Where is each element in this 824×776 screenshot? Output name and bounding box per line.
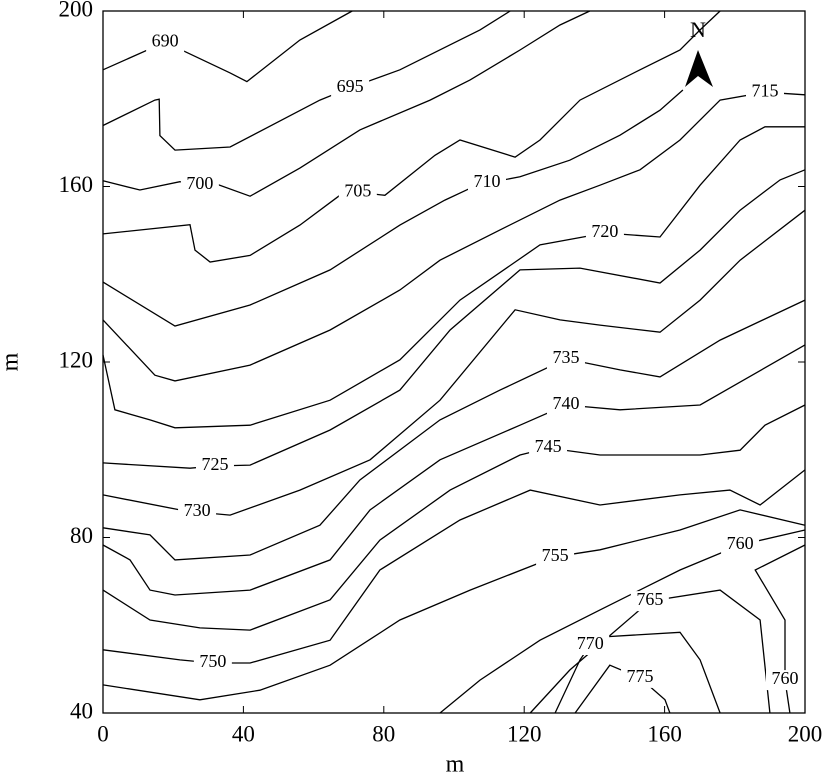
contour-label-bg [195,455,234,476]
plot-frame [102,10,806,714]
contour-label-bg [529,437,568,458]
contour-line [102,89,684,327]
y-tick-label: 120 [59,347,94,372]
contour-label-bg [585,223,624,244]
contour-label: 760 [727,533,754,553]
contour-label: 760 [771,668,798,688]
y-tick-label: 40 [70,698,93,723]
contour-line [529,589,771,714]
contour-label: 770 [577,633,604,653]
y-tick-label: 80 [70,523,93,548]
x-tick-label: 0 [97,721,109,746]
contour-label-bg [146,32,185,53]
contour-label-bg [621,667,660,688]
contour-line [102,10,511,151]
x-axis-label: m [446,752,465,776]
contour-label-bg [745,82,784,103]
x-tick-label: 160 [647,721,682,746]
contour-line [102,10,353,83]
contour-label: 755 [542,545,569,565]
contour-line [102,469,806,664]
contour-label: 745 [535,436,562,456]
contour-line [754,544,806,714]
y-tick-label: 160 [59,172,94,197]
contour-label: 705 [344,180,371,200]
contour-label: 725 [201,454,228,474]
contour-label-bg [546,348,585,369]
y-tick-label: 200 [59,0,94,21]
y-axis-label: m [0,352,24,371]
contour-label-bg [630,591,669,612]
contour-label: 775 [627,666,654,686]
contour-label: 750 [199,651,226,671]
contour-label: 765 [636,589,663,609]
contour-line [102,10,721,263]
x-tick-label: 80 [372,721,395,746]
contour-label: 710 [473,171,500,191]
contour-line [102,91,806,382]
contour-label-bg [467,172,506,193]
contour-label: 715 [751,80,778,100]
contour-label: 700 [186,173,213,193]
contour-line [102,126,805,429]
contour-line [102,10,591,197]
contour-label: 740 [552,393,579,413]
contour-label: 690 [152,30,179,50]
x-tick-label: 40 [232,721,255,746]
contour-label-bg [193,652,232,673]
contour-label-bg [765,670,804,691]
contour-label: 720 [591,221,618,241]
north-arrow [685,50,713,87]
x-tick-label: 200 [788,721,823,746]
contour-line [102,344,806,596]
contour-label-bg [338,182,377,203]
contour-label-bg [180,174,219,195]
contour-label-bg [536,546,575,567]
contour-line [102,299,806,561]
contour-label-bg [331,77,370,98]
contour-line [102,404,806,631]
contour-label: 730 [184,500,211,520]
x-tick-label: 120 [507,721,542,746]
contour-label-bg [178,502,217,523]
contour-label-bg [546,394,585,415]
contour-label: 695 [337,76,364,96]
contour-label: 735 [552,347,579,367]
contour-label-bg [721,534,760,555]
contour-label-bg [571,634,610,655]
contour-line [102,509,806,701]
contour-line [102,169,806,469]
